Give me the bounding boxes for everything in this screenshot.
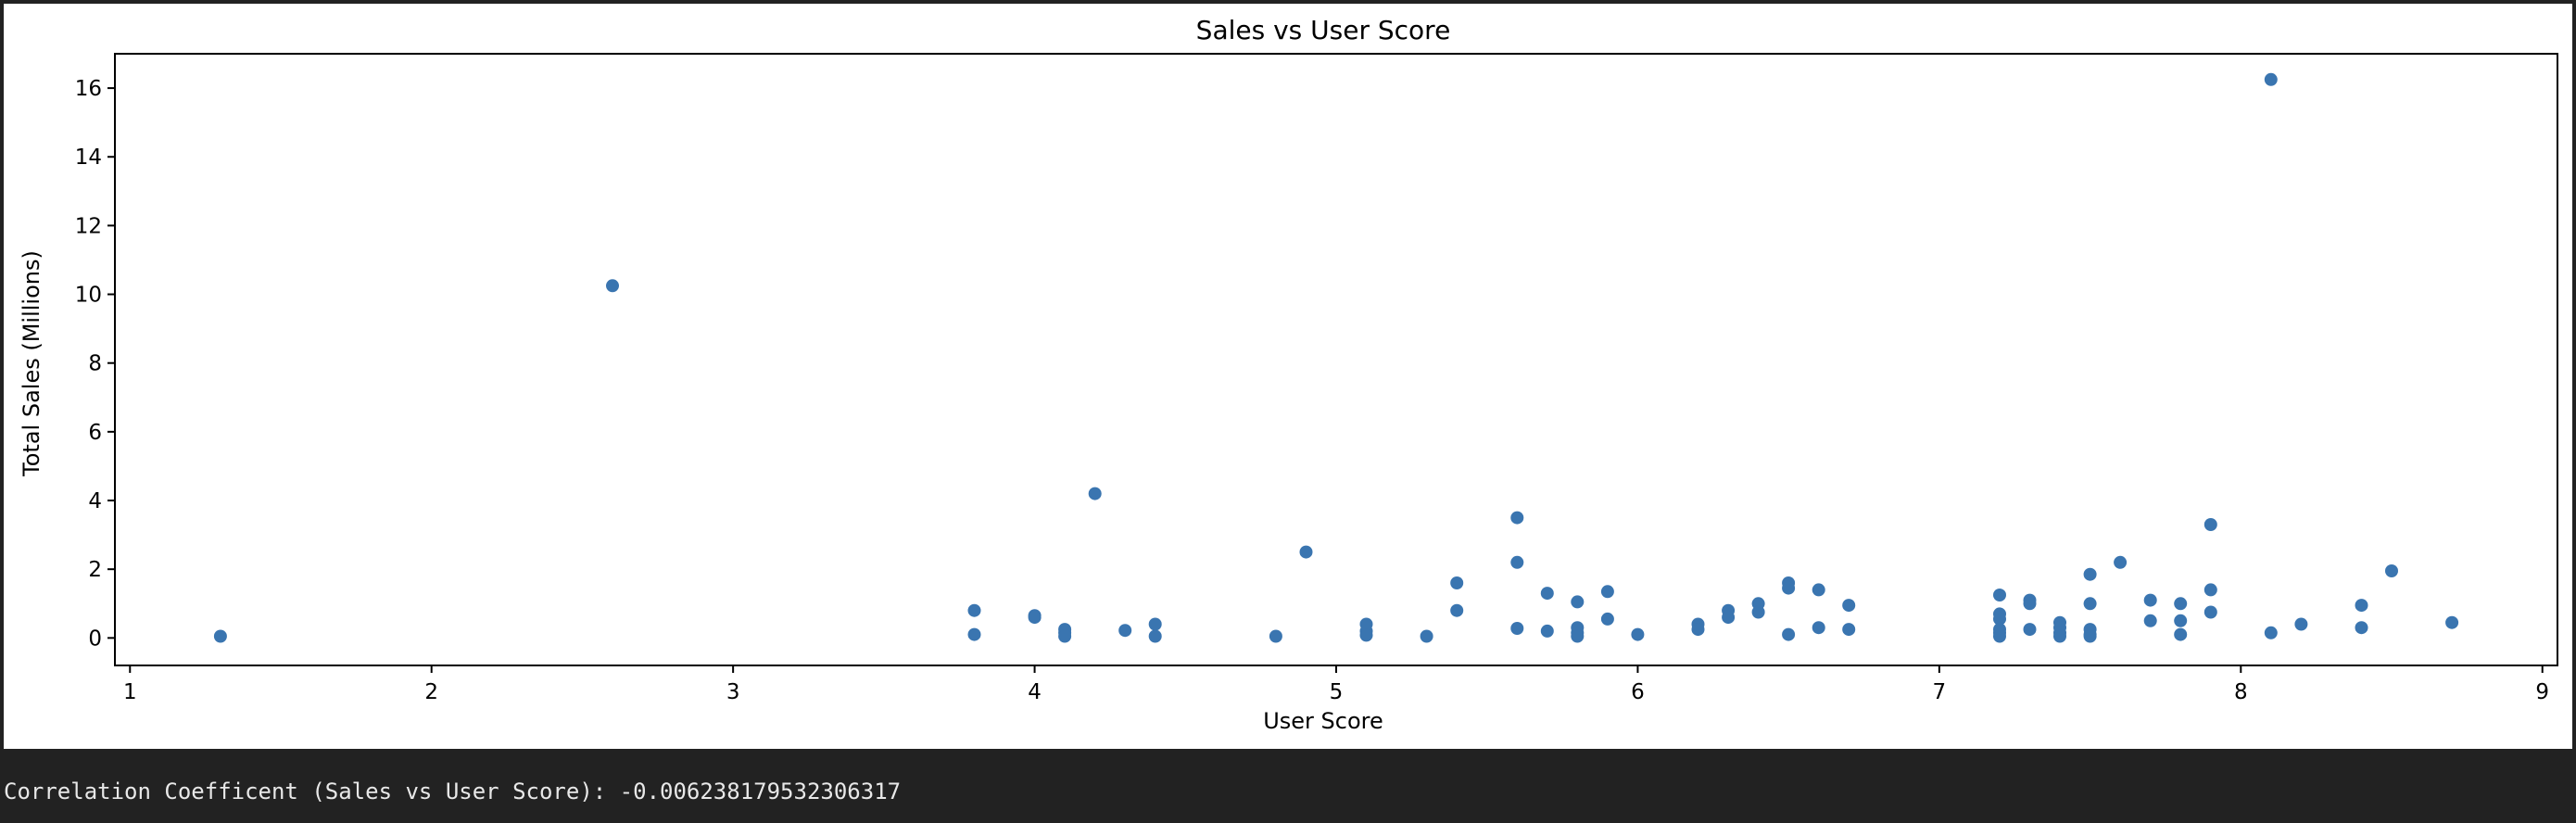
x-tick-label: 9 (2535, 680, 2549, 704)
data-point (2083, 567, 2097, 581)
x-tick-label: 5 (1330, 680, 1344, 704)
y-axis: 0 2 4 6 8 10 12 14 16 (75, 77, 115, 651)
data-point (1993, 612, 2006, 626)
y-tick-label: 8 (88, 352, 102, 376)
data-point (2174, 614, 2188, 627)
data-point (606, 279, 619, 293)
x-tick-label: 8 (2234, 680, 2248, 704)
data-point (2264, 626, 2278, 639)
data-point (2355, 599, 2368, 613)
data-point (1148, 617, 1162, 631)
console-output-text: Correlation Coefficent (Sales vs User Sc… (4, 779, 902, 804)
x-tick-label: 4 (1028, 680, 1042, 704)
data-point (1028, 611, 1042, 625)
data-point (2203, 518, 2217, 531)
data-point (213, 629, 227, 643)
data-point (1631, 627, 1645, 641)
x-axis-label: User Score (1263, 708, 1383, 734)
data-point (2023, 597, 2037, 611)
data-point (1269, 629, 1282, 643)
data-point (2143, 593, 2157, 607)
data-point (2083, 597, 2097, 611)
data-point (1540, 624, 1554, 638)
data-point (2264, 72, 2278, 86)
y-axis-label: Total Sales (Millions) (19, 250, 44, 477)
data-point (1058, 629, 1072, 643)
data-point (1359, 628, 1373, 642)
data-point (1842, 599, 1856, 613)
data-point (1600, 612, 1614, 626)
data-point (2174, 597, 2188, 611)
data-point (1450, 603, 1464, 617)
data-point (1118, 624, 1132, 638)
y-tick-label: 14 (75, 146, 102, 170)
y-tick-label: 16 (75, 77, 102, 101)
data-point (1782, 627, 1796, 641)
data-point (1842, 623, 1856, 637)
x-tick-label: 2 (424, 680, 438, 704)
data-point (1088, 487, 1102, 500)
y-tick-label: 4 (88, 489, 102, 513)
data-point (1420, 629, 1433, 643)
data-point (1751, 605, 1765, 619)
data-point (2355, 621, 2368, 635)
x-tick-label: 6 (1631, 680, 1645, 704)
data-point (1510, 511, 1524, 525)
chart-title: Sales vs User Score (1196, 15, 1451, 45)
data-point (2053, 629, 2066, 643)
data-point (1571, 629, 1585, 643)
y-tick-label: 2 (88, 558, 102, 582)
x-tick-label: 7 (1933, 680, 1947, 704)
y-tick-label: 12 (75, 214, 102, 238)
plot-area (114, 53, 2558, 666)
data-point (2203, 605, 2217, 619)
data-point (2143, 614, 2157, 627)
y-tick-label: 10 (75, 284, 102, 308)
data-point (1812, 583, 1825, 597)
data-point (2294, 617, 2308, 631)
data-point (2445, 615, 2459, 629)
data-point (1600, 585, 1614, 599)
data-point (967, 627, 981, 641)
axes-frame (114, 53, 2558, 666)
data-point (2203, 583, 2217, 597)
data-point (1722, 611, 1736, 625)
data-point (1812, 621, 1825, 635)
data-point (1299, 545, 1313, 559)
y-tick-label: 6 (88, 421, 102, 445)
x-tick-label: 3 (726, 680, 740, 704)
x-axis: 1 2 3 4 5 6 7 8 9 (123, 665, 2549, 704)
data-point (1540, 587, 1554, 601)
data-point (2083, 629, 2097, 643)
data-point (1510, 555, 1524, 569)
data-point (2174, 627, 2188, 641)
data-point (2023, 623, 2037, 637)
data-point (967, 603, 981, 617)
x-tick-label: 1 (123, 680, 137, 704)
data-point (1510, 622, 1524, 635)
data-point (1993, 629, 2006, 643)
data-point (1450, 576, 1464, 589)
data-point (1691, 623, 1705, 637)
data-point (1993, 589, 2006, 601)
data-point (1148, 629, 1162, 643)
data-point (2385, 564, 2398, 577)
y-tick-label: 0 (88, 627, 102, 651)
data-point (2114, 555, 2128, 569)
data-point (1571, 595, 1585, 609)
data-point (1782, 581, 1796, 595)
